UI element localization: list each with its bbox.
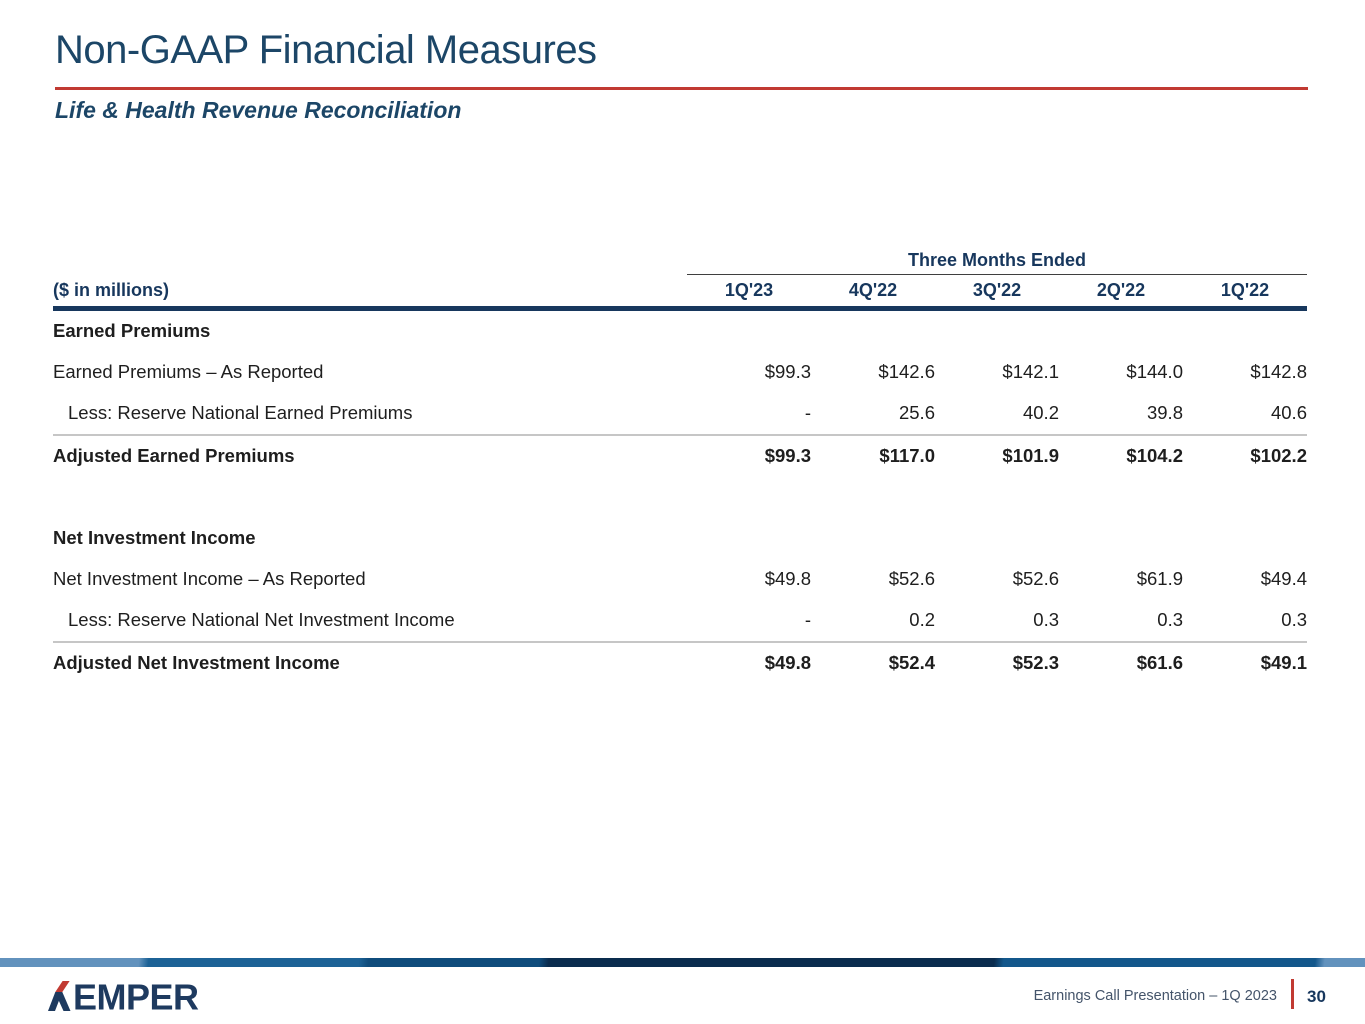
cell-value: $52.4 [888,652,935,673]
cell-value: $49.4 [1260,568,1307,589]
cell-value: $142.8 [1250,361,1307,382]
cell-value: $52.6 [888,568,935,589]
cell-value: $99.3 [764,445,811,466]
cell-value: 0.3 [1157,609,1183,630]
kemper-k-icon [48,981,71,1011]
row-label: Earned Premiums – As Reported [53,361,324,382]
period-header-row: Three Months Ended [53,246,1307,275]
section-header: Earned Premiums [53,320,211,341]
page-subtitle: Life & Health Revenue Reconciliation [55,97,462,123]
column-header: 4Q'22 [848,279,898,300]
cell-value: $99.3 [764,361,811,382]
row-label: Net Investment Income – As Reported [53,568,366,589]
table-total-row: Adjusted Net Investment Income $49.8 $52… [53,640,1307,684]
row-label: Less: Reserve National Earned Premiums [68,402,413,423]
cell-value: - [804,609,811,630]
cell-value: $142.6 [878,361,935,382]
table-top-rule [53,306,1307,311]
footer-divider [1291,979,1294,1009]
cell-value: 40.6 [1270,402,1307,423]
cell-value: $52.3 [1012,652,1059,673]
page-number: 30 [1307,987,1326,1006]
column-header: 1Q'23 [724,279,774,300]
section-header-row: Earned Premiums [53,311,1307,352]
table-total-row: Adjusted Earned Premiums $99.3 $117.0 $1… [53,433,1307,477]
cell-value: 40.2 [1022,402,1059,423]
cell-value: 0.2 [909,609,935,630]
cell-value: 0.3 [1033,609,1059,630]
row-label: Less: Reserve National Net Investment In… [68,609,455,630]
section-header-row: Net Investment Income [53,518,1307,559]
cell-value: 25.6 [898,402,935,423]
units-label: ($ in millions) [53,279,170,300]
section-spacer [53,477,1307,518]
period-header: Three Months Ended [687,250,1307,275]
cell-value: $102.2 [1250,445,1307,466]
cell-value: $142.1 [1002,361,1059,382]
column-header: 1Q'22 [1220,279,1270,300]
cell-value: - [804,402,811,423]
row-label: Adjusted Earned Premiums [53,445,295,466]
cell-value: $117.0 [879,445,935,466]
kemper-logo: EMPER [48,981,200,1011]
cell-value: $49.8 [764,568,811,589]
table-row: Earned Premiums – As Reported $99.3 $142… [53,352,1307,393]
cell-value: $61.9 [1136,568,1183,589]
title-underline [55,87,1308,90]
cell-value: $49.8 [764,652,811,673]
cell-value: $104.2 [1126,445,1183,466]
column-header: 3Q'22 [972,279,1022,300]
section-header: Net Investment Income [53,527,256,548]
cell-value: $61.6 [1136,652,1183,673]
footer-accent-bar [0,958,1365,967]
cell-value: $101.9 [1002,445,1059,466]
column-header-row: ($ in millions) 1Q'23 4Q'22 3Q'22 2Q'22 … [53,275,1307,305]
table-row: Net Investment Income – As Reported $49.… [53,559,1307,600]
column-header: 2Q'22 [1096,279,1146,300]
table-row: Less: Reserve National Earned Premiums -… [53,393,1307,434]
cell-value: $49.1 [1260,652,1307,673]
cell-value: 0.3 [1281,609,1307,630]
kemper-wordmark: EMPER [73,981,199,1011]
cell-value: $52.6 [1012,568,1059,589]
table-row: Less: Reserve National Net Investment In… [53,600,1307,641]
row-label: Adjusted Net Investment Income [53,652,340,673]
footer-caption: Earnings Call Presentation – 1Q 2023 [1033,988,1277,1004]
cell-value: $144.0 [1126,361,1183,382]
page-title: Non-GAAP Financial Measures [55,28,597,72]
reconciliation-table: Three Months Ended ($ in millions) 1Q'23… [53,246,1307,684]
cell-value: 39.8 [1146,402,1183,423]
